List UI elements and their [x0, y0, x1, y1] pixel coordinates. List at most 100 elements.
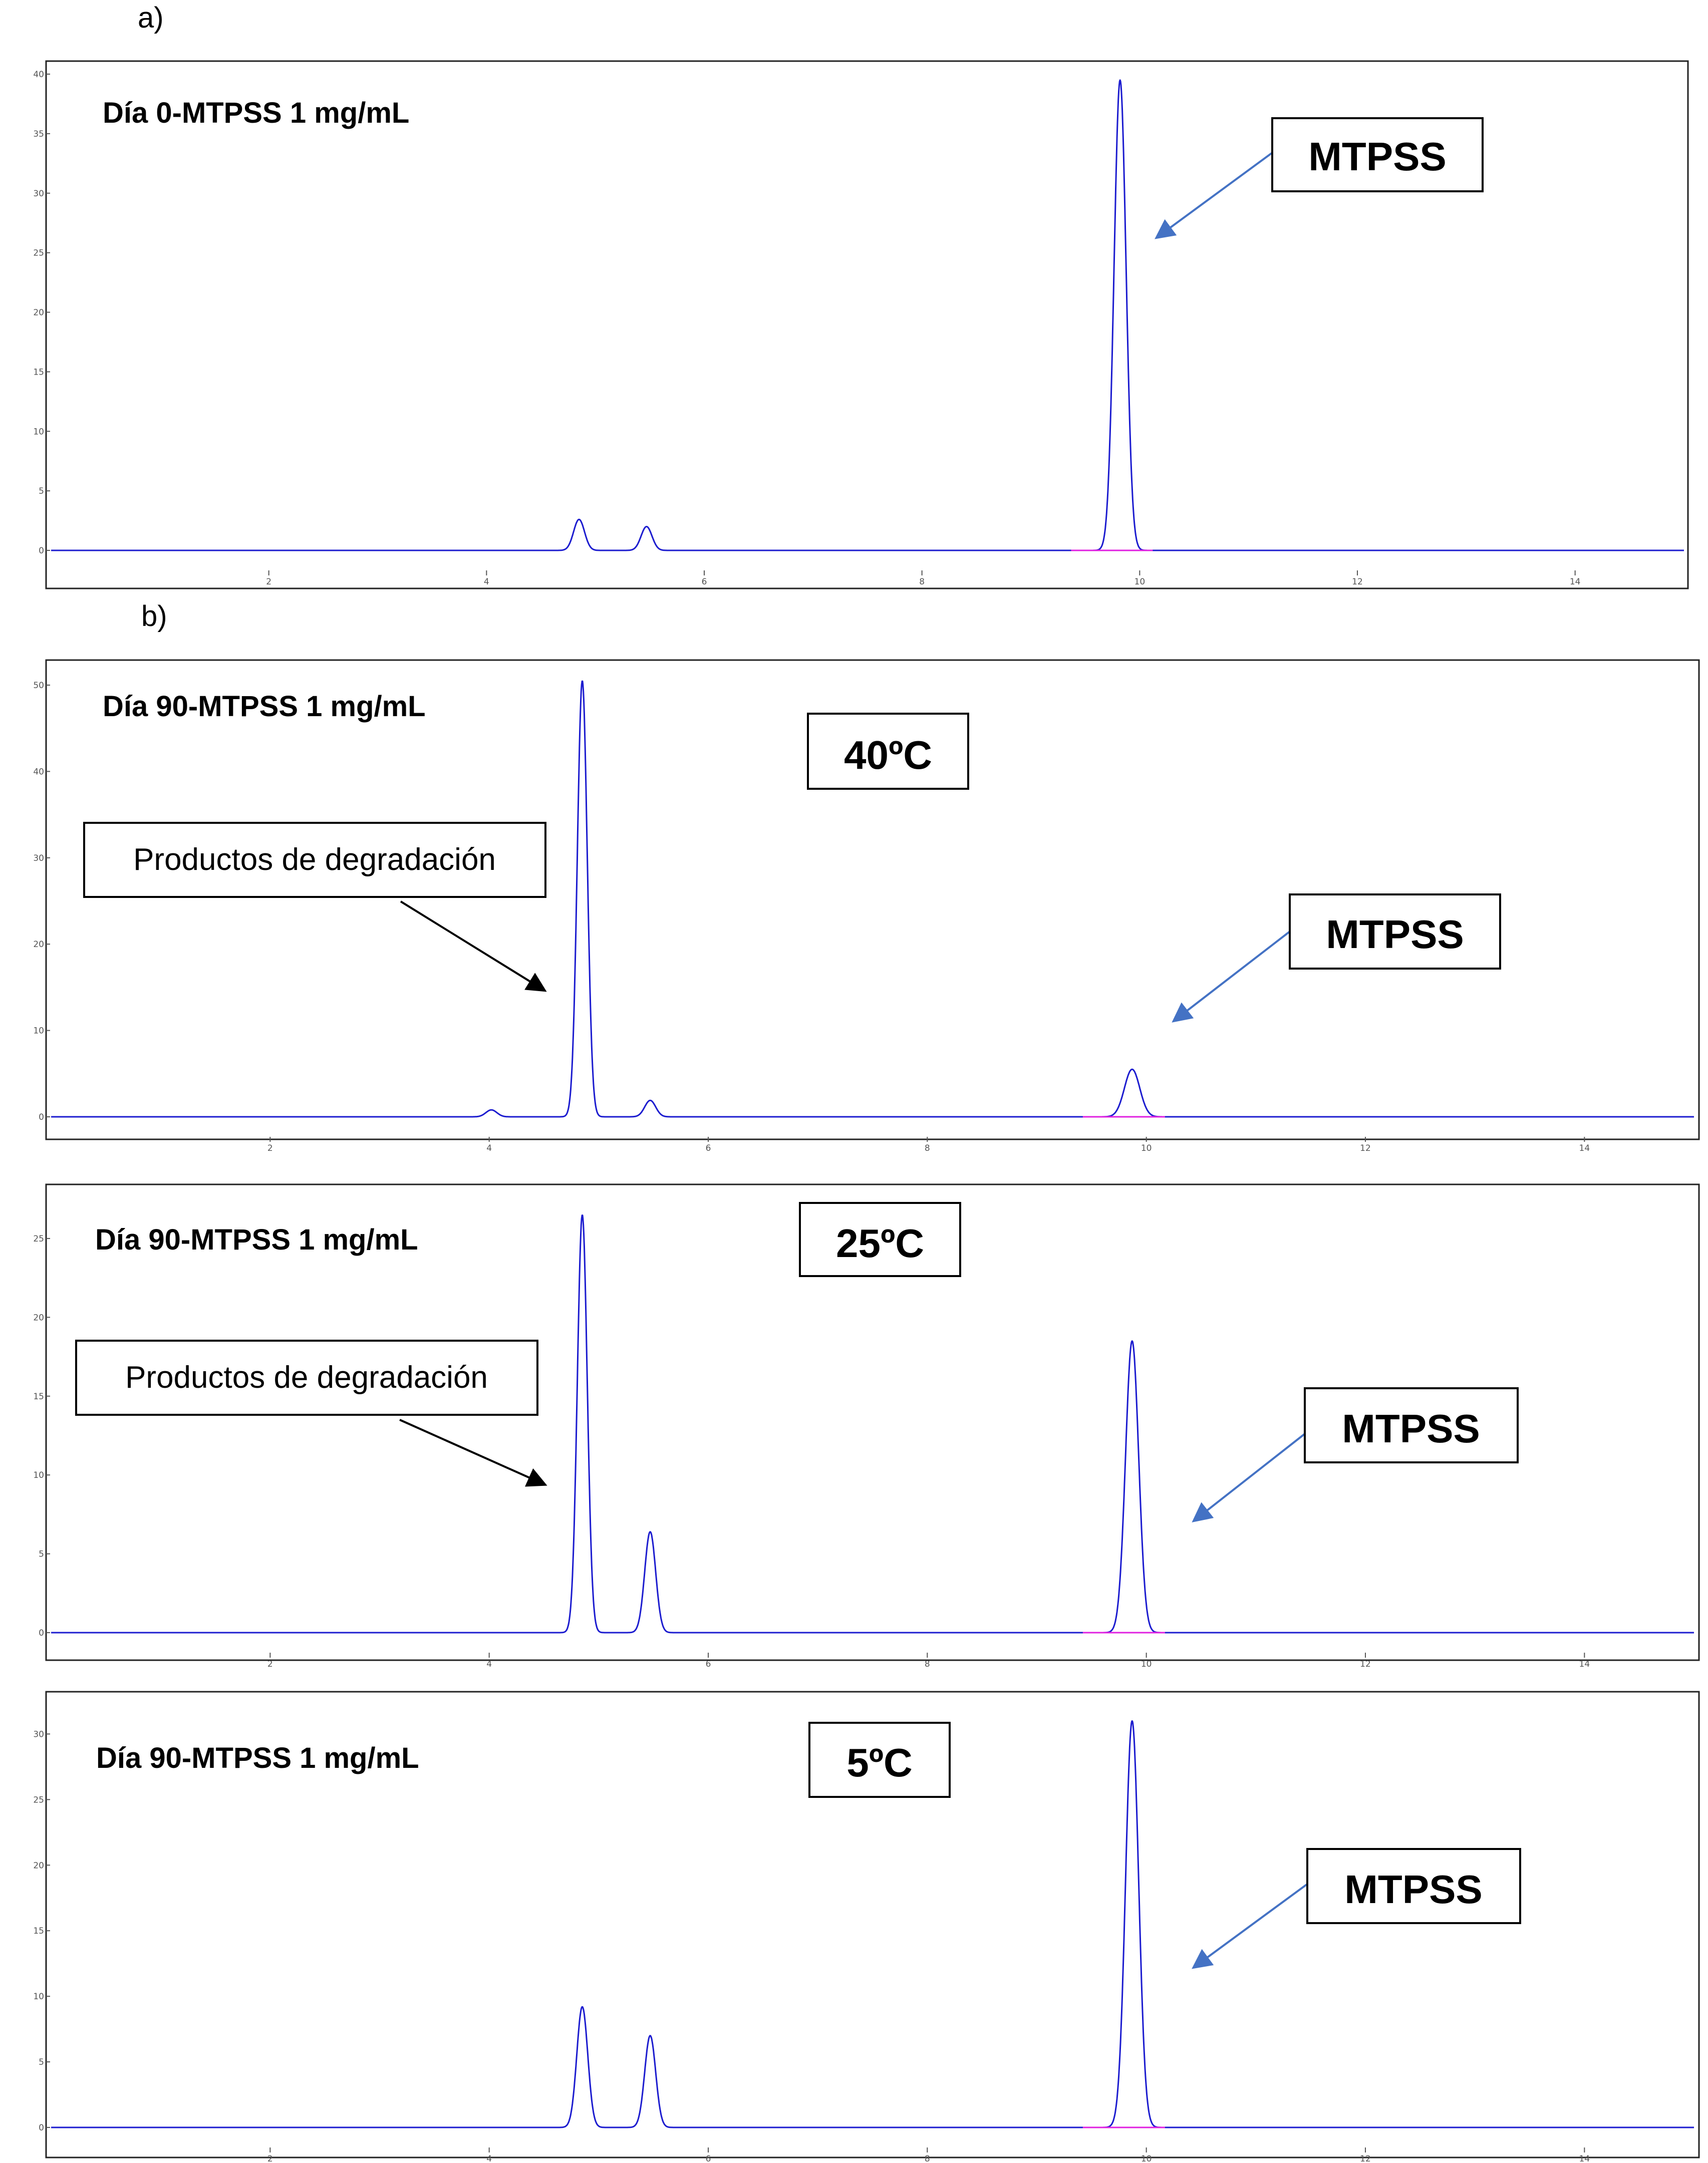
- y-tick-label: 10: [33, 427, 44, 437]
- x-tick-label: 4: [486, 1143, 492, 1153]
- mtpss-label-box: [1304, 1387, 1519, 1463]
- x-tick-label: 4: [484, 577, 489, 587]
- condition-box: [808, 1722, 951, 1798]
- mtpss-label: MTPSS: [1342, 1406, 1480, 1451]
- degradation-arrow: [400, 900, 547, 992]
- chart-title: Día 90-MTPSS 1 mg/mL: [95, 1223, 418, 1256]
- x-tick-label: 10: [1141, 1659, 1152, 1669]
- y-tick-label: 10: [33, 1992, 44, 2002]
- chromatogram-trace: [51, 79, 1684, 551]
- x-tick-label: 6: [702, 577, 707, 587]
- y-tick-label: 25: [33, 1795, 44, 1805]
- y-tick-label: 10: [33, 1470, 44, 1480]
- y-tick-label: 50: [33, 681, 44, 691]
- y-tick-label: 15: [33, 367, 44, 377]
- y-tick-label: 40: [33, 70, 44, 80]
- y-tick-label: 20: [33, 308, 44, 318]
- chromatogram-40c: Día 90-MTPSS 1 mg/mL 40ºC 2 4 6 8 10 12 14 0 10 2…: [33, 659, 1700, 1153]
- panel-label-b: b): [141, 600, 167, 633]
- x-tick-label: 2: [266, 577, 271, 587]
- y-tick-label: 0: [39, 1628, 44, 1638]
- condition-label: 5ºC: [846, 1740, 912, 1785]
- chart-title: Día 0-MTPSS 1 mg/mL: [103, 97, 409, 129]
- y-tick-label: 25: [33, 248, 44, 258]
- mtpss-label-box: [1271, 117, 1484, 192]
- y-tick-label: 10: [33, 1026, 44, 1036]
- degradation-annotation: Productos de degradación: [83, 822, 547, 992]
- condition-label: 40ºC: [844, 733, 932, 777]
- mtpss-label-box: [1306, 1848, 1521, 1924]
- degradation-arrow: [399, 1419, 547, 1487]
- mtpss-annotation: MTPSS: [1192, 1387, 1519, 1522]
- y-tick-label: 30: [33, 1729, 44, 1739]
- chart-title: Día 90-MTPSS 1 mg/mL: [96, 1742, 419, 1774]
- degradation-label-box: [75, 1340, 538, 1416]
- x-tick-label: 10: [1134, 577, 1146, 587]
- chromatogram-5c: Día 90-MTPSS 1 mg/mL 5ºC 2 4 6 8 10 12 14 0 5 10 1…: [33, 1691, 1700, 2163]
- plot-frame: [45, 659, 1700, 1140]
- y-tick-label: 35: [33, 129, 44, 139]
- x-tick-label: 12: [1352, 577, 1363, 587]
- x-tick-label: 6: [706, 1659, 711, 1669]
- x-tick-label: 8: [925, 1659, 930, 1669]
- y-tick-label: 40: [33, 767, 44, 777]
- x-tick-label: 12: [1360, 2154, 1371, 2163]
- mtpss-label-box: [1289, 893, 1501, 970]
- y-tick-label: 15: [33, 1926, 44, 1936]
- y-tick-label: 0: [39, 2123, 44, 2133]
- chromatogram-trace: [51, 1720, 1694, 2128]
- y-tick-label: 20: [33, 940, 44, 950]
- x-tick-label: 8: [925, 2154, 930, 2163]
- degradation-annotation: Productos de degradación: [75, 1340, 547, 1487]
- condition-label: 25ºC: [836, 1221, 924, 1266]
- y-tick-label: 0: [39, 1112, 44, 1122]
- x-tick-label: 14: [1579, 1143, 1590, 1153]
- mtpss-arrow: [1192, 1433, 1306, 1522]
- degradation-label: Productos de degradación: [133, 842, 496, 877]
- y-tick-label: 20: [33, 1313, 44, 1323]
- mtpss-annotation: MTPSS: [1155, 117, 1484, 239]
- plot-frame: [45, 1183, 1700, 1661]
- chromatogram-day0: Día 0-MTPSS 1 mg/mL 2 4 6 8 10 12 14 0 5 10 15 20 25…: [33, 60, 1689, 589]
- x-tick-label: 2: [267, 2154, 273, 2163]
- mtpss-arrow: [1155, 152, 1273, 239]
- y-tick-label: 25: [33, 1234, 44, 1244]
- y-tick-label: 15: [33, 1392, 44, 1402]
- x-tick-label: 6: [706, 1143, 711, 1153]
- condition-box: [807, 713, 969, 790]
- plot-frame: [45, 60, 1689, 589]
- y-tick-label: 5: [39, 2057, 44, 2067]
- chromatogram-trace: [51, 1214, 1694, 1634]
- x-tick-label: 4: [486, 1659, 492, 1669]
- chromatogram-25c: Día 90-MTPSS 1 mg/mL 25ºC 2 4 6 8 10 12 14 0 5 10…: [33, 1183, 1700, 1669]
- x-tick-label: 2: [267, 1659, 273, 1669]
- degradation-label: Productos de degradación: [125, 1360, 488, 1395]
- mtpss-annotation: MTPSS: [1172, 893, 1501, 1023]
- x-tick-label: 12: [1360, 1143, 1371, 1153]
- mtpss-label: MTPSS: [1326, 912, 1464, 957]
- mtpss-arrow: [1172, 931, 1291, 1023]
- chart-title: Día 90-MTPSS 1 mg/mL: [103, 690, 426, 723]
- chromatogram-trace: [51, 680, 1694, 1118]
- x-tick-label: 14: [1579, 2154, 1590, 2163]
- mtpss-annotation: MTPSS: [1192, 1848, 1521, 1969]
- y-tick-label: 30: [33, 189, 44, 199]
- y-tick-label: 20: [33, 1861, 44, 1871]
- y-tick-label: 0: [39, 546, 44, 556]
- x-tick-label: 8: [925, 1143, 930, 1153]
- y-tick-label: 5: [39, 486, 44, 496]
- degradation-label-box: [83, 822, 546, 898]
- x-tick-label: 2: [267, 1143, 273, 1153]
- x-tick-label: 10: [1141, 2154, 1152, 2163]
- x-tick-label: 8: [919, 577, 925, 587]
- plot-frame: [45, 1691, 1700, 2158]
- condition-box: [799, 1202, 961, 1277]
- mtpss-label: MTPSS: [1344, 1867, 1483, 1912]
- x-tick-label: 12: [1360, 1659, 1371, 1669]
- y-tick-label: 5: [39, 1550, 44, 1560]
- panel-label-a: a): [138, 2, 164, 34]
- x-tick-label: 14: [1570, 577, 1581, 587]
- x-tick-label: 4: [486, 2154, 492, 2163]
- y-tick-label: 30: [33, 853, 44, 863]
